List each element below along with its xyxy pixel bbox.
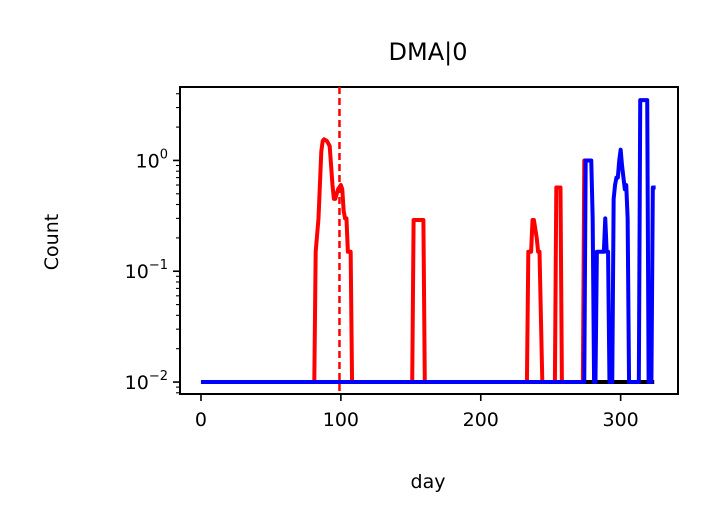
- series-line-2: [200, 98, 657, 385]
- plot-frame: [179, 86, 679, 395]
- x-tick-label: 200: [463, 409, 499, 431]
- plot-area: [200, 87, 657, 394]
- x-tick-label: 100: [323, 409, 359, 431]
- x-axis-label: day: [411, 471, 446, 493]
- x-axis-ticks: 0 100 200 300: [195, 394, 639, 431]
- x-tick-label: 0: [195, 409, 207, 431]
- series-layer: [200, 87, 657, 394]
- y-tick-label: 100: [136, 147, 168, 172]
- chart-title: DMA|0: [389, 38, 468, 66]
- series-line-1: [200, 137, 588, 385]
- y-axis-ticks: 10−2 10−1 100: [125, 93, 180, 394]
- y-axis-label: Count: [41, 214, 63, 270]
- y-tick-label: 10−1: [125, 258, 168, 283]
- x-tick-label: 300: [603, 409, 639, 431]
- y-tick-label: 10−2: [125, 369, 168, 394]
